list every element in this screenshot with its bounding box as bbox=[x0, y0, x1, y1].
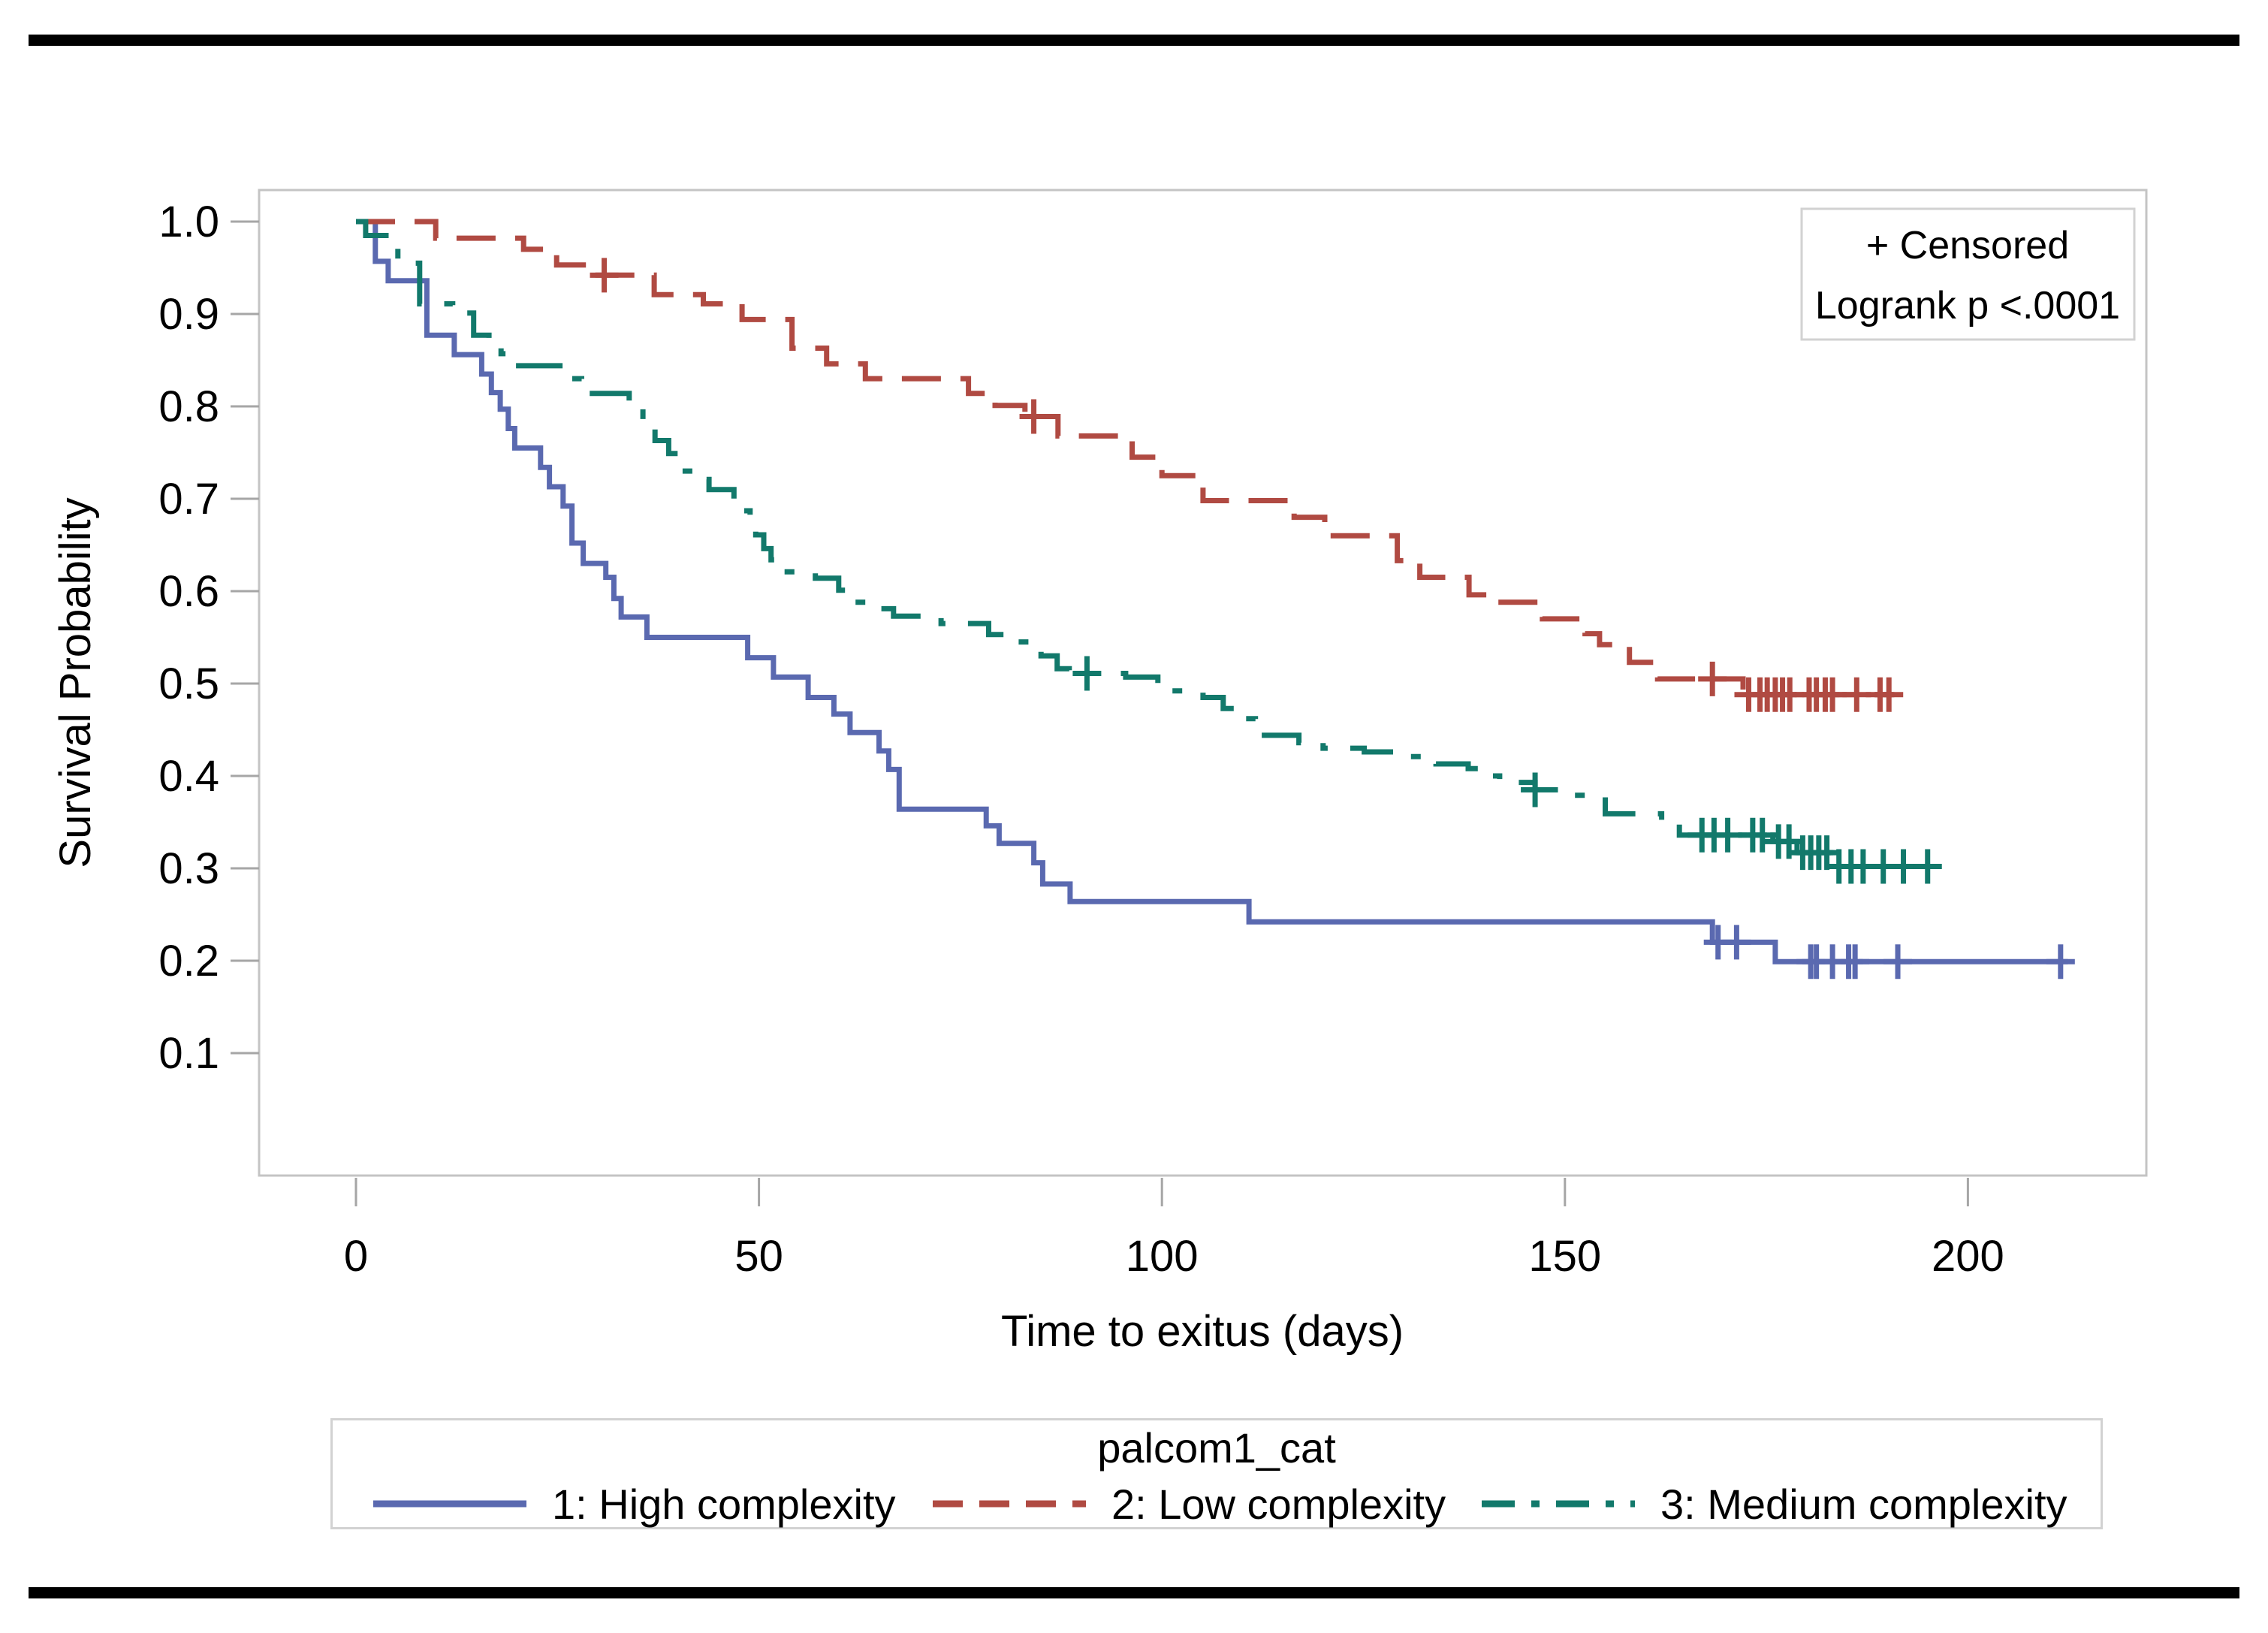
censor-plus-icon bbox=[1521, 772, 1550, 807]
censor-plus-icon bbox=[1722, 925, 1751, 960]
y-tick-label: 0.2 bbox=[158, 937, 219, 986]
x-tick-label: 0 bbox=[344, 1232, 368, 1281]
y-tick-label: 0.6 bbox=[158, 567, 219, 616]
legend-item-label: 2: Low complexity bbox=[1111, 1480, 1446, 1528]
y-tick-label: 0.3 bbox=[158, 844, 219, 893]
legend-item-label: 1: High complexity bbox=[552, 1480, 896, 1528]
censor-plus-icon bbox=[1713, 817, 1742, 853]
y-tick-label: 1.0 bbox=[158, 198, 219, 246]
survival-curves bbox=[356, 219, 2068, 964]
censor-plus-icon bbox=[1072, 656, 1102, 691]
censor-plus-icon bbox=[1913, 849, 1942, 884]
legend-item-high-complexity: 1: High complexity bbox=[370, 1480, 896, 1528]
censor-plus-icon bbox=[1019, 399, 1048, 434]
legend-item-medium-complexity: 3: Medium complexity bbox=[1479, 1480, 2067, 1528]
annotation-box-frame bbox=[1800, 207, 2136, 341]
survival-curve-3-medium-complexity bbox=[356, 219, 1936, 869]
censor-plus-icon bbox=[1841, 944, 1870, 979]
censor-plus-icon bbox=[1748, 817, 1777, 853]
censor-plus-icon bbox=[1889, 849, 1918, 884]
y-axis-ticks: 1.0 0.9 0.8 0.7 0.6 0.5 0.4 0.3 0.2 0.1 bbox=[158, 198, 259, 1078]
censored-legend-text: + Censored bbox=[1866, 224, 2069, 267]
legend-title: palcom1_cat bbox=[1097, 1424, 1336, 1472]
censor-plus-icon bbox=[1883, 944, 1913, 979]
top-border-bar bbox=[29, 35, 2239, 46]
y-tick-label: 0.9 bbox=[158, 290, 219, 339]
censor-plus-icon bbox=[2046, 944, 2075, 979]
bottom-border-bar bbox=[29, 1587, 2239, 1598]
y-tick-label: 0.5 bbox=[158, 660, 219, 708]
survival-curve-2-low-complexity bbox=[356, 219, 1893, 698]
legend-item-label: 3: Medium complexity bbox=[1660, 1480, 2067, 1528]
legend-line-sample-dashed bbox=[933, 1500, 1086, 1508]
legend-line-sample-dashdot bbox=[1482, 1500, 1635, 1508]
censor-plus-icon bbox=[1698, 661, 1727, 696]
x-tick-label: 150 bbox=[1528, 1232, 1601, 1281]
x-tick-label: 100 bbox=[1126, 1232, 1199, 1281]
y-tick-label: 0.7 bbox=[158, 475, 219, 524]
censor-marks bbox=[590, 258, 2075, 979]
legend-box-frame bbox=[330, 1418, 2103, 1529]
x-axis-label: Time to exitus (days) bbox=[1001, 1307, 1404, 1356]
censor-plus-icon bbox=[1874, 677, 1904, 712]
legend-line-sample-solid bbox=[373, 1500, 526, 1508]
x-tick-label: 50 bbox=[734, 1232, 783, 1281]
logrank-pvalue-text: Logrank p <.0001 bbox=[1815, 284, 2120, 328]
censor-plus-icon bbox=[590, 258, 619, 293]
x-tick-label: 200 bbox=[1932, 1232, 2004, 1281]
y-axis-label: Survival Probability bbox=[51, 497, 100, 868]
y-tick-label: 0.8 bbox=[158, 382, 219, 431]
annotation-box: + Censored Logrank p <.0001 bbox=[1800, 207, 2136, 341]
legend-item-low-complexity: 2: Low complexity bbox=[930, 1480, 1446, 1528]
survival-curve-1-high-complexity bbox=[356, 219, 2068, 964]
y-tick-label: 0.4 bbox=[158, 752, 219, 801]
y-tick-label: 0.1 bbox=[158, 1029, 219, 1078]
censor-plus-icon bbox=[1818, 677, 1847, 712]
x-axis-ticks: 0 50 100 150 200 bbox=[344, 1178, 2004, 1281]
